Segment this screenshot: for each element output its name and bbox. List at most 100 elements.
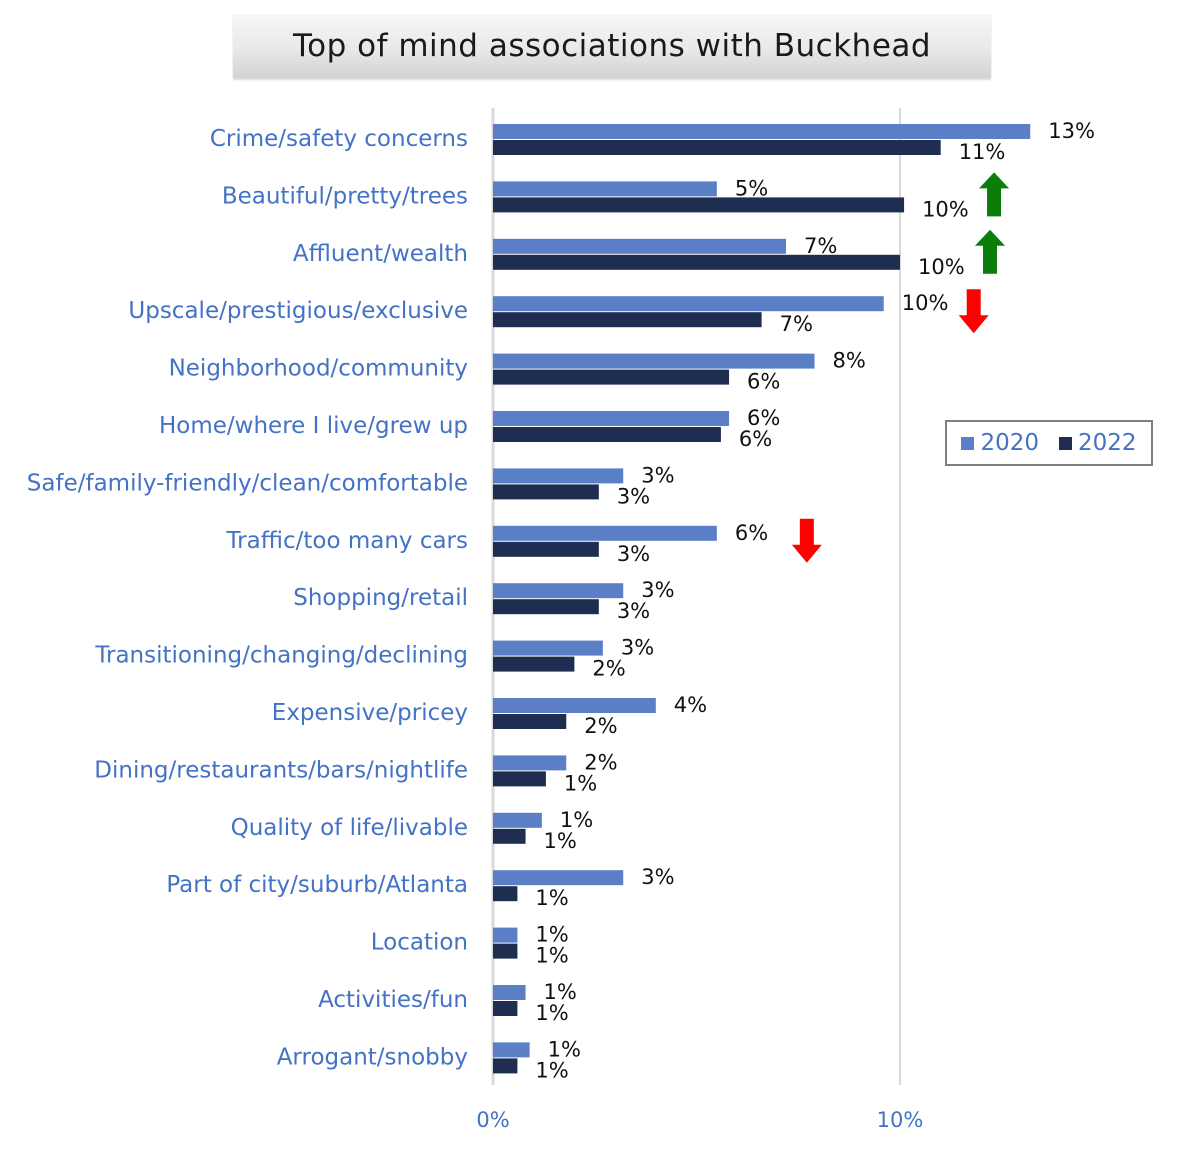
chart-title-box: Top of mind associations with Buckhead [233, 14, 991, 78]
data-label-2020-5: 6% [747, 406, 780, 430]
x-tick-label-0: 0% [476, 1108, 509, 1132]
legend-item-2022: 2022 [1059, 430, 1137, 456]
bar-2020-1 [493, 181, 717, 197]
data-label-2022-7: 3% [617, 542, 650, 566]
bar-2022-1 [493, 197, 905, 213]
data-label-2020-12: 1% [560, 808, 593, 832]
data-label-2022-4: 6% [747, 370, 780, 394]
category-label-0: Crime/safety concerns [210, 126, 468, 152]
data-label-2022-2: 10% [918, 255, 965, 279]
category-label-5: Home/where I live/grew up [159, 413, 468, 439]
category-label-7: Traffic/too many cars [226, 528, 469, 554]
bar-2022-0 [493, 140, 941, 155]
category-label-14: Location [371, 930, 468, 956]
category-label-13: Part of city/suburb/Atlanta [166, 872, 468, 898]
bar-2020-2 [493, 238, 787, 254]
data-label-2022-9: 2% [592, 657, 625, 681]
category-label-4: Neighborhood/community [169, 356, 468, 382]
data-label-2020-4: 8% [833, 349, 866, 373]
bar-2022-15 [493, 1001, 518, 1016]
bar-2020-11 [493, 755, 567, 771]
bar-2020-5 [493, 411, 730, 426]
data-label-2020-0: 13% [1048, 119, 1095, 143]
data-label-2022-13: 1% [535, 886, 568, 910]
bar-2022-6 [493, 484, 599, 500]
data-label-2020-13: 3% [641, 865, 674, 889]
legend-swatch-2020 [961, 436, 975, 450]
bar-2020-16 [493, 1042, 530, 1058]
data-label-2022-11: 1% [564, 771, 597, 795]
category-label-8: Shopping/retail [293, 585, 468, 611]
data-label-2022-5: 6% [739, 427, 772, 451]
data-label-2022-0: 11% [959, 140, 1006, 164]
legend: 2020 2022 [945, 420, 1153, 466]
bar-2022-11 [493, 771, 546, 787]
arrow-up-icon-1 [975, 229, 1005, 274]
bar-2020-6 [493, 468, 624, 484]
data-label-2022-12: 1% [544, 829, 577, 853]
category-label-16: Arrogant/snobby [277, 1044, 468, 1070]
data-label-2022-10: 2% [584, 714, 617, 738]
data-label-2020-9: 3% [621, 636, 654, 660]
bar-2020-0 [493, 124, 1031, 139]
chart-title: Top of mind associations with Buckhead [292, 28, 932, 64]
bar-2020-7 [493, 525, 717, 541]
data-label-2020-10: 4% [674, 693, 707, 717]
category-label-12: Quality of life/livable [231, 815, 468, 841]
bar-2022-2 [493, 254, 900, 270]
legend-item-2020: 2020 [961, 430, 1039, 456]
bar-2022-9 [493, 656, 575, 672]
legend-swatch-2022 [1059, 436, 1072, 450]
bar-2020-3 [493, 296, 884, 312]
bar-2022-4 [493, 369, 730, 385]
category-label-15: Activities/fun [318, 987, 468, 1013]
bar-2020-9 [493, 640, 603, 656]
bar-2020-4 [493, 353, 815, 369]
bar-2022-5 [493, 427, 721, 442]
data-label-2020-1: 5% [735, 176, 768, 200]
category-label-1: Beautiful/pretty/trees [222, 183, 468, 209]
category-label-3: Upscale/prestigious/exclusive [128, 298, 468, 324]
category-label-6: Safe/family-friendly/clean/comfortable [27, 470, 468, 496]
data-label-2020-15: 1% [544, 980, 577, 1004]
legend-label-2020: 2020 [980, 430, 1039, 456]
bar-2020-14 [493, 927, 518, 943]
arrow-down-icon-3 [791, 518, 822, 563]
data-label-2022-14: 1% [535, 944, 568, 968]
category-label-9: Transitioning/changing/declining [94, 643, 468, 669]
data-label-2020-3: 10% [902, 291, 949, 315]
bar-2022-8 [493, 599, 599, 615]
bar-2022-13 [493, 886, 518, 902]
category-label-10: Expensive/pricey [272, 700, 468, 726]
bar-2020-10 [493, 698, 656, 713]
bar-2022-16 [493, 1058, 518, 1074]
data-label-2022-15: 1% [535, 1001, 568, 1025]
bar-2020-15 [493, 985, 526, 1000]
arrow-up-icon-0 [979, 172, 1010, 217]
data-label-2022-3: 7% [780, 312, 813, 336]
bar-2022-14 [493, 943, 518, 959]
bar-2022-10 [493, 714, 567, 729]
bar-2020-8 [493, 583, 624, 599]
data-label-2022-16: 1% [535, 1058, 568, 1082]
arrow-down-icon-2 [958, 289, 989, 334]
category-label-2: Affluent/wealth [293, 241, 468, 267]
data-label-2020-8: 3% [641, 578, 674, 602]
bar-2022-7 [493, 541, 599, 557]
bar-2022-12 [493, 828, 526, 844]
bar-2020-13 [493, 870, 624, 886]
bar-2020-12 [493, 812, 542, 828]
legend-label-2022: 2022 [1078, 430, 1137, 456]
data-label-2022-6: 3% [617, 484, 650, 508]
category-label-11: Dining/restaurants/bars/nightlife [94, 757, 468, 783]
data-label-2020-11: 2% [584, 750, 617, 774]
data-label-2020-14: 1% [535, 923, 568, 947]
x-tick-label-1: 10% [877, 1108, 924, 1132]
bar-2022-3 [493, 312, 762, 328]
data-label-2022-1: 10% [922, 197, 969, 221]
data-label-2020-6: 3% [641, 463, 674, 487]
data-label-2020-16: 1% [548, 1037, 581, 1061]
data-label-2020-7: 6% [735, 521, 768, 545]
data-label-2022-8: 3% [617, 599, 650, 623]
